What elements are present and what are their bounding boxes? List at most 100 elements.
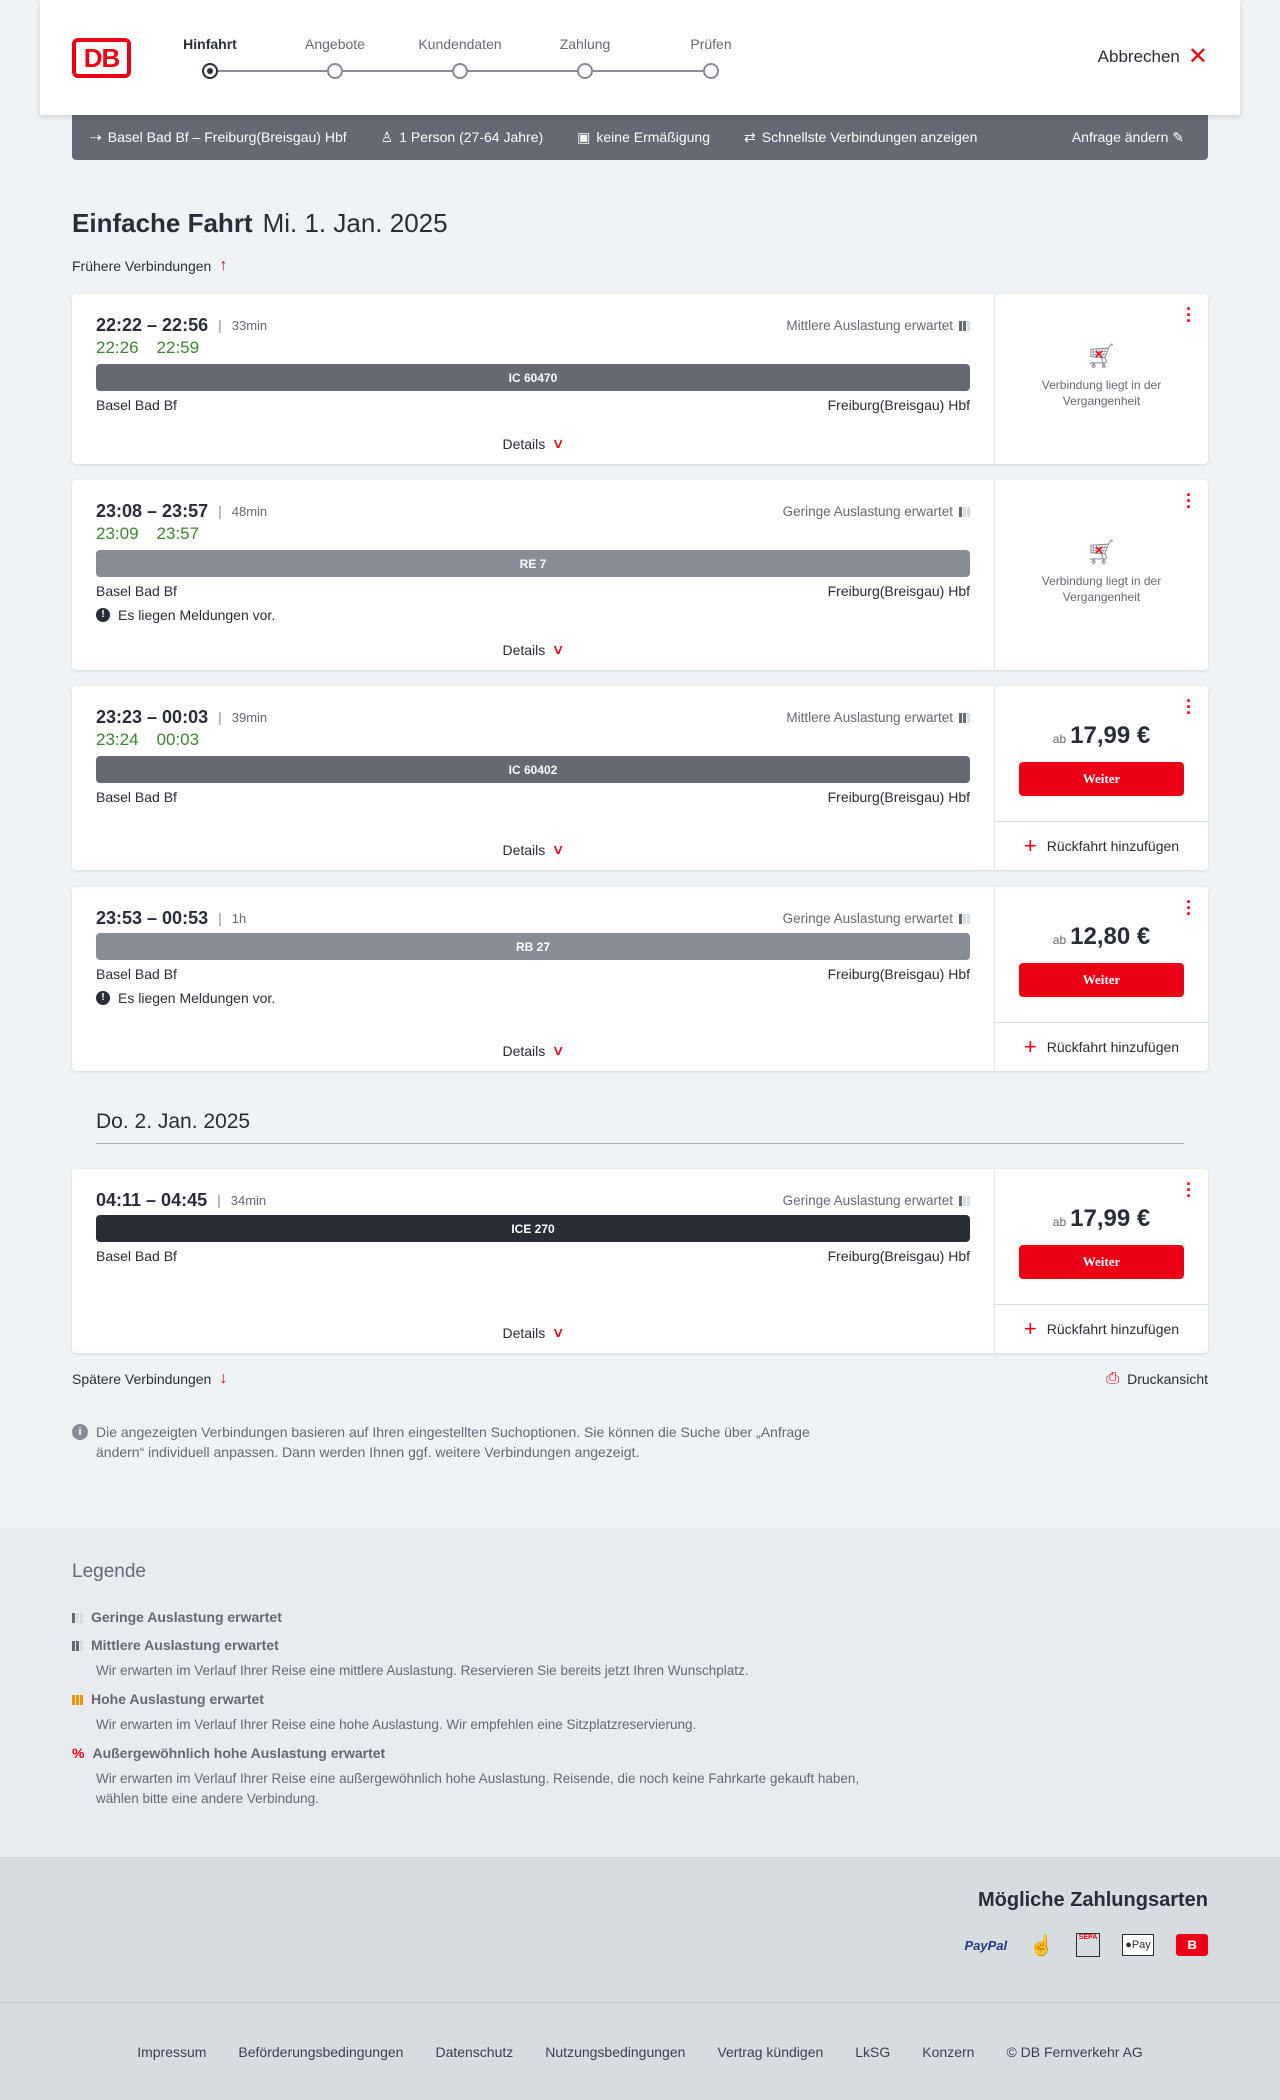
plus-icon: + (1023, 833, 1037, 858)
details-toggle[interactable]: Details ∨ (502, 419, 566, 452)
details-toggle[interactable]: Details ∨ (502, 1308, 566, 1341)
continue-button[interactable]: Weiter (1019, 1245, 1184, 1279)
legend-item-title: Außergewöhnlich hohe Auslastung erwartet (92, 1745, 386, 1761)
divider: | (218, 317, 222, 333)
legend-item: Mittlere Auslastung erwartet Wir erwarten… (72, 1637, 876, 1681)
footer-link[interactable]: Vertrag kündigen (717, 2043, 824, 2060)
details-label: Details (502, 841, 546, 858)
step-dot-0 (202, 63, 218, 79)
paypal-icon: PayPal (964, 1937, 1008, 1953)
continue-button[interactable]: Weiter (1019, 762, 1184, 796)
footer-link[interactable]: LkSG (855, 2043, 891, 2060)
more-options-icon[interactable]: · · · (1186, 299, 1192, 331)
db-logo[interactable]: DB (72, 38, 131, 78)
details-label: Details (502, 1324, 546, 1341)
realtime-times: 23:24 00:03 (96, 728, 970, 752)
footer-link[interactable]: Impressum (137, 2043, 207, 2060)
cancel-button[interactable]: Abbrechen ✕ (1098, 45, 1208, 69)
legend-item-title: Geringe Auslastung erwartet (91, 1609, 282, 1625)
train-bar[interactable]: ICE 270 (96, 1215, 970, 1242)
occupancy-info: Geringe Auslastung erwartet (783, 1193, 970, 1208)
person-icon: ♙ (380, 129, 394, 145)
footer-link[interactable]: Beförderungsbedingungen (238, 2043, 404, 2060)
step-0: Hinfahrt (183, 36, 237, 52)
departure-station: Basel Bad Bf (96, 966, 177, 982)
realtime-arrival: 22:59 (156, 338, 200, 357)
legend-item: Hohe Auslastung erwartet Wir erwarten im … (72, 1691, 876, 1735)
occupancy-icon (959, 319, 970, 331)
occupancy-label: Geringe Auslastung erwartet (782, 503, 953, 519)
more-options-icon[interactable]: · · · (1186, 691, 1192, 723)
details-toggle[interactable]: Details ∨ (502, 1026, 565, 1059)
connection-card: 22:22 – 22:56 | 33min Mittlere Auslastung … (72, 294, 1208, 464)
legend-item-title: Hohe Auslastung erwartet (91, 1691, 264, 1707)
alert-icon: ! (96, 608, 110, 622)
arrival-station: Freiburg(Breisgau) Hbf (827, 397, 970, 413)
message-text: Es liegen Meldungen vor. (118, 607, 276, 623)
train-bar[interactable]: RE 7 (96, 550, 970, 577)
details-toggle[interactable]: Details ∨ (502, 625, 566, 658)
planned-times: 04:11 – 04:45 (96, 1189, 208, 1210)
add-return-button[interactable]: + Rückfahrt hinzufügen (995, 822, 1208, 870)
fastest-text: Schnellste Verbindungen anzeigen (761, 129, 978, 145)
occupancy-info: Mittlere Auslastung erwartet (786, 710, 970, 725)
search-route[interactable]: ⇢ Basel Bad Bf – Freiburg(Breisgau) Hbf (90, 129, 347, 146)
search-fastest[interactable]: ⇄ Schnellste Verbindungen anzeigen (744, 129, 977, 146)
occupancy-icon (959, 1194, 970, 1206)
occupancy-label: Mittlere Auslastung erwartet (786, 709, 953, 725)
train-bar[interactable]: IC 60470 (96, 364, 970, 391)
details-toggle[interactable]: Details ∨ (502, 825, 566, 858)
print-view-link[interactable]: ⎙ Druckansicht (1106, 1370, 1208, 1388)
connection-card: 04:11 – 04:45 | 34min Geringe Auslastung e… (72, 1169, 1208, 1353)
chevron-down-icon: ∨ (551, 1324, 566, 1340)
search-discount[interactable]: ▣ keine Ermäßigung (577, 129, 710, 146)
step-dot-2 (452, 63, 468, 79)
earlier-label: Frühere Verbindungen (72, 258, 212, 274)
train-bar[interactable]: IC 60402 (96, 756, 970, 783)
continue-button[interactable]: Weiter (1019, 963, 1184, 997)
planned-times: 23:53 – 00:53 (96, 907, 209, 928)
info-note: i Die angezeigten Verbindungen basieren a… (72, 1422, 852, 1462)
chevron-down-icon: ∨ (551, 841, 566, 857)
divider: | (218, 910, 222, 926)
footer-link[interactable]: Datenschutz (435, 2043, 514, 2060)
connection-card: 23:53 – 00:53 | 1h Geringe Auslastung erwa… (72, 887, 1208, 1071)
trip-date: Mi. 1. Jan. 2025 (262, 208, 448, 238)
legend-item-title: Mittlere Auslastung erwartet (91, 1637, 279, 1653)
price-value: 12,80 € (1070, 923, 1151, 950)
train-bar[interactable]: RB 27 (96, 933, 970, 960)
disruption-message: ! Es liegen Meldungen vor. (96, 607, 970, 623)
message-text: Es liegen Meldungen vor. (118, 990, 276, 1006)
add-return-button[interactable]: + Rückfahrt hinzufügen (995, 1023, 1208, 1071)
divider: | (218, 503, 222, 519)
more-options-icon[interactable]: · · · (1186, 485, 1192, 517)
occupancy-label: Mittlere Auslastung erwartet (786, 317, 953, 333)
cart-unavailable-icon: 🛒︎ ✕ (1086, 539, 1117, 566)
arrow-up-icon: ↑ (219, 257, 228, 274)
footer: Impressum Beförderungsbedingungen Datensch… (0, 2003, 1280, 2100)
later-connections-link[interactable]: Spätere Verbindungen ↓ (72, 1370, 227, 1388)
footer-link[interactable]: Konzern (922, 2043, 975, 2060)
payment-title: Mögliche Zahlungsarten (977, 1889, 1208, 1911)
info-icon: i (72, 1424, 88, 1440)
chevron-down-icon: ∨ (551, 435, 566, 451)
search-passengers[interactable]: ♙ 1 Person (27-64 Jahre) (381, 129, 544, 146)
route-text: Basel Bad Bf – Freiburg(Breisgau) Hbf (107, 129, 347, 145)
footer-link[interactable]: Nutzungsbedingungen (545, 2043, 686, 2060)
departure-station: Basel Bad Bf (96, 789, 177, 805)
departure-station: Basel Bad Bf (96, 1248, 177, 1264)
price: ab 12,80 € (1053, 923, 1150, 951)
add-return-button[interactable]: + Rückfahrt hinzufügen (995, 1305, 1208, 1353)
page-title: Einfache Fahrt Mi. 1. Jan. 2025 (72, 208, 448, 239)
occupancy-exceptional-icon: % (72, 1745, 85, 1761)
chevron-down-icon: ∨ (551, 641, 566, 657)
details-label: Details (502, 435, 546, 452)
apple-pay-label: Pay (1131, 1939, 1151, 1951)
earlier-connections-link[interactable]: Frühere Verbindungen ↑ (72, 257, 227, 275)
legend-item-desc: Wir erwarten im Verlauf Ihrer Reise eine… (96, 1717, 697, 1732)
more-options-icon[interactable]: · · · (1186, 1174, 1192, 1206)
legend-item: % Außergewöhnlich hohe Auslastung erwarte… (72, 1745, 876, 1809)
edit-request-button[interactable]: Anfrage ändern ✎ (1072, 129, 1190, 146)
more-options-icon[interactable]: · · · (1186, 892, 1192, 924)
past-text: Verbindung liegt in der Vergangenheit (1041, 378, 1162, 408)
